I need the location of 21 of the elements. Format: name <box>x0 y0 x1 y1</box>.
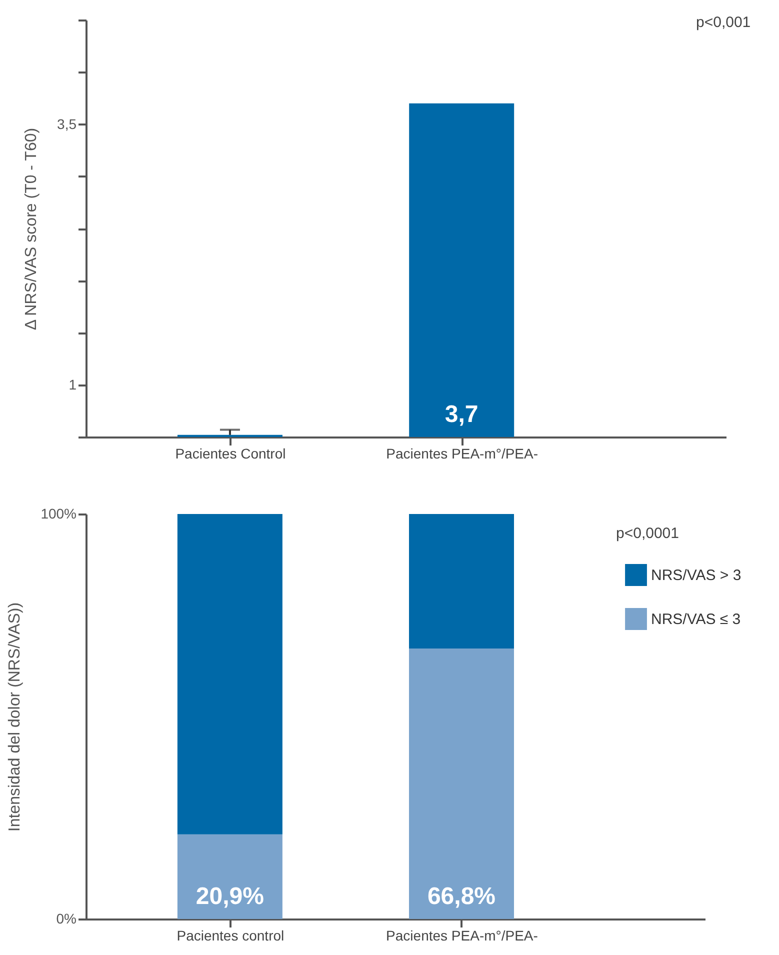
bar <box>177 514 282 834</box>
bar <box>408 514 514 648</box>
y-tick-label: 0% <box>56 910 76 926</box>
y-tick-label: 3,5 <box>57 116 77 132</box>
x-tick-label: Pacientes PEA-m°/PEA- <box>386 928 538 944</box>
x-tick-label: Pacientes control <box>176 928 284 944</box>
data-label: 20,9% <box>196 883 264 910</box>
annotation: p<0,0001 <box>616 525 679 542</box>
y-tick-label: 1 <box>68 376 77 392</box>
x-tick-label: Pacientes PEA-m°/PEA- <box>386 446 538 462</box>
legend-label: NRS/VAS ≤ 3 <box>651 611 741 628</box>
data-label: 3,7 <box>444 401 478 428</box>
data-label: 66,8% <box>427 883 496 910</box>
annotation: p<0,001 <box>696 14 751 31</box>
bar <box>408 648 514 919</box>
x-tick-label: Pacientes Control <box>175 446 286 462</box>
y-tick-label: 100% <box>40 506 76 522</box>
legend-label: NRS/VAS > 3 <box>651 567 742 584</box>
y-axis-title: Δ NRS/VAS score (T0 - T60) <box>23 128 40 330</box>
y-axis-title: Intensidad del dolor (NRS/VAS)) <box>6 602 24 832</box>
bar <box>177 834 282 919</box>
